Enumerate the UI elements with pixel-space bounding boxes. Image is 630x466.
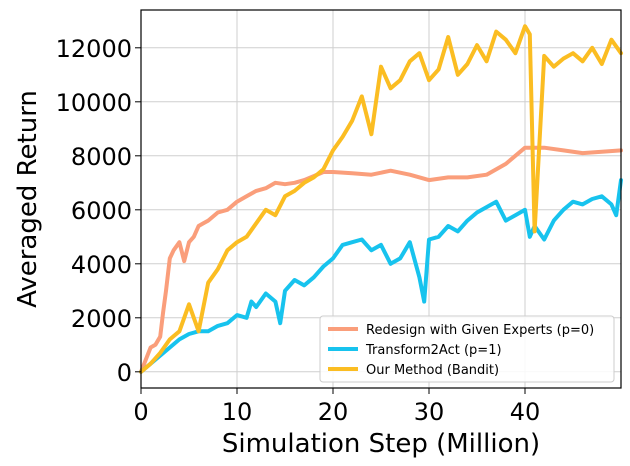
- x-tick-label: 10: [222, 398, 253, 426]
- series-line-1: [139, 145, 623, 374]
- legend-box: [319, 315, 615, 383]
- y-tick-label: 2000: [71, 305, 132, 333]
- series-line-2: [139, 178, 623, 374]
- x-tick-label: 20: [318, 398, 349, 426]
- axis-ticks: 0 10 20 30 40 0 2000 4000 6000 8000 10000 12000: [56, 35, 541, 426]
- legend-label: Our Method (Bandit): [366, 363, 499, 378]
- x-tick-label: 40: [510, 398, 541, 426]
- x-axis-label: Simulation Step (Million): [222, 429, 540, 459]
- series-lines: [139, 24, 623, 374]
- legend-label: Transform2Act (p=1): [365, 343, 502, 358]
- y-tick-label: 12000: [56, 35, 132, 63]
- y-axis-label: Averaged Return: [13, 90, 43, 308]
- y-tick-label: 10000: [56, 89, 132, 117]
- legend: Redesign with Given Experts (p=0) Transfo…: [319, 315, 615, 383]
- series-line-3: [139, 24, 623, 374]
- y-tick-label: 4000: [71, 251, 132, 279]
- y-tick-label: 6000: [71, 197, 132, 225]
- y-tick-label: 8000: [71, 143, 132, 171]
- y-tick-label: 0: [117, 359, 132, 387]
- x-tick-label: 0: [133, 398, 148, 426]
- legend-label: Redesign with Given Experts (p=0): [366, 323, 594, 338]
- x-tick-label: 30: [414, 398, 445, 426]
- plot-frame: [140, 9, 622, 389]
